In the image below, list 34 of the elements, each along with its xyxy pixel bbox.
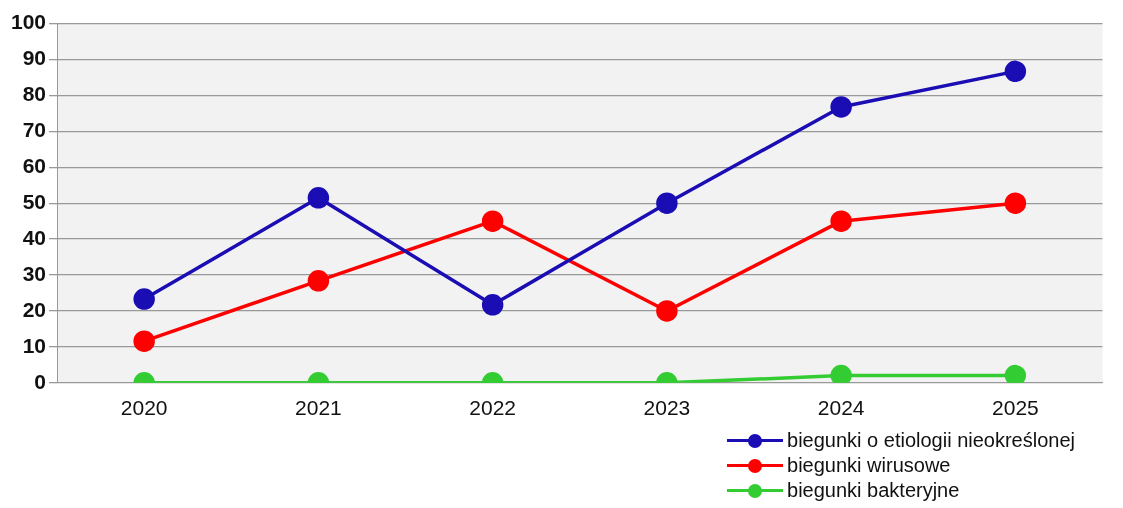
x-tick-label: 2022: [469, 396, 517, 420]
point: [481, 210, 504, 232]
y-tick-label: 20: [22, 297, 47, 321]
point: [656, 300, 678, 322]
point: [1004, 192, 1027, 214]
legend-label: biegunki o etiologii nieokreślonej: [787, 428, 1075, 453]
y-tick-label: 50: [22, 190, 47, 213]
y-tick-label: 30: [22, 261, 47, 285]
point: [830, 210, 852, 232]
x-tick-label: 2021: [295, 396, 342, 420]
y-tick-label: 40: [22, 225, 47, 249]
y-tick-label: 60: [22, 154, 47, 178]
legend-label: biegunki bakteryjne: [787, 478, 960, 503]
y-tick-label: 90: [22, 46, 47, 70]
y-tick-label: 0: [34, 369, 47, 393]
y-tick-label: 80: [22, 82, 47, 106]
point: [1004, 60, 1027, 83]
point: [307, 187, 330, 209]
point: [481, 294, 504, 316]
point: [307, 270, 330, 292]
x-tick-label: 2020: [120, 396, 168, 420]
y-tick-label: 70: [22, 118, 47, 142]
point: [830, 364, 852, 383]
point: [656, 192, 678, 214]
x-tick-label: 2025: [992, 396, 1039, 420]
point: [133, 330, 155, 352]
point: [133, 288, 155, 310]
y-tick-label: 100: [10, 10, 47, 34]
point: [1004, 364, 1027, 383]
legend-label: biegunki wirusowe: [787, 453, 951, 478]
x-tick-label: 2024: [817, 396, 865, 420]
point: [830, 96, 852, 118]
x-tick-label: 2023: [643, 396, 691, 420]
y-tick-label: 10: [22, 333, 47, 357]
